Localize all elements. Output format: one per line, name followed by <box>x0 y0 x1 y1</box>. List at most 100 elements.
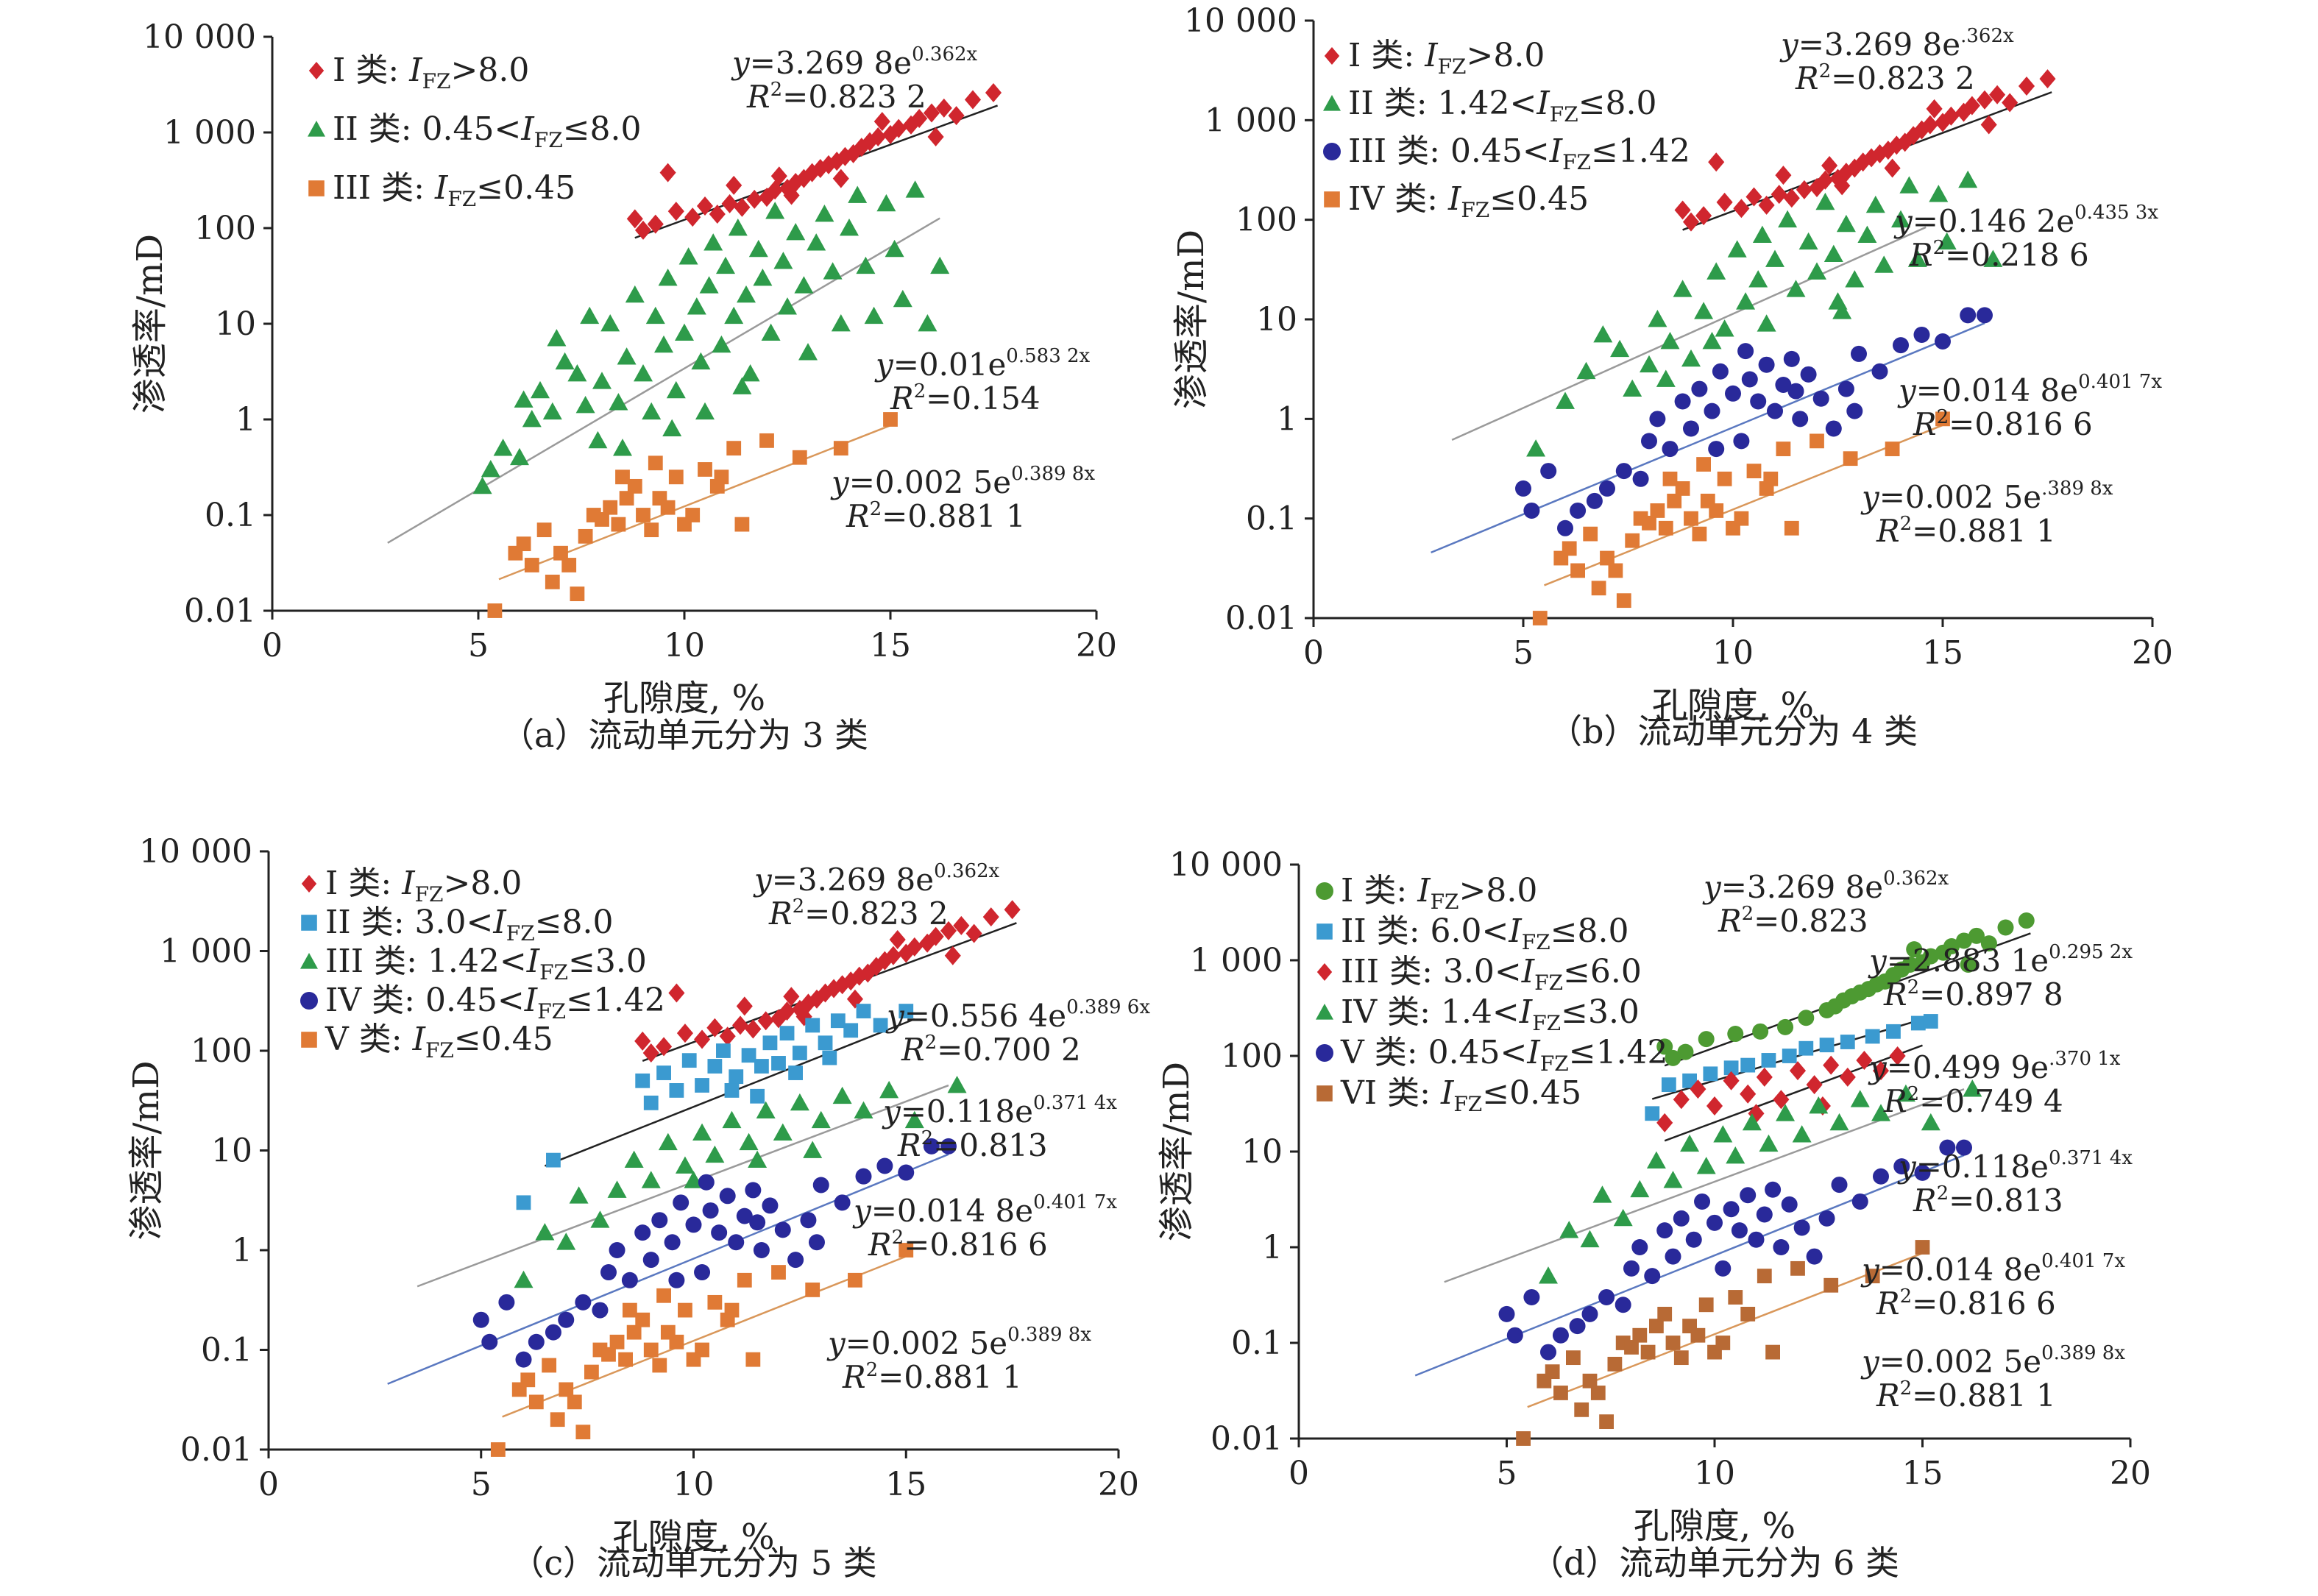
data-point <box>1649 1319 1664 1334</box>
data-point <box>580 306 600 324</box>
data-point <box>1821 156 1838 176</box>
data-point <box>634 1224 651 1241</box>
data-point <box>595 512 609 527</box>
legend-label-condition: >8.0 <box>443 865 522 902</box>
legend-label-variable: I <box>1519 993 1534 1031</box>
equation-rhs: =0.014 8e <box>1916 372 2078 408</box>
data-point <box>1784 520 1799 536</box>
legend-label-variable: I <box>1521 953 1536 990</box>
data-point <box>1656 369 1676 387</box>
series-4-points <box>472 1138 957 1368</box>
data-point <box>545 1324 561 1341</box>
data-point <box>611 517 626 532</box>
data-point <box>516 1195 531 1210</box>
data-point <box>1556 391 1575 409</box>
trendline-series-3 <box>417 1084 949 1288</box>
data-point <box>601 1347 616 1362</box>
data-point <box>2002 93 2018 113</box>
legend-label-condition: ≤0.45 <box>476 169 575 207</box>
data-point <box>625 285 645 303</box>
legend-label-condition: ≤0.45 <box>1482 1074 1581 1112</box>
data-point <box>1871 363 1888 380</box>
fit-equation: y=3.269 8e.362x <box>1779 25 2014 63</box>
data-point <box>1758 195 1775 215</box>
data-point <box>1806 1248 1823 1265</box>
data-point <box>1673 1210 1690 1227</box>
data-point <box>1963 1079 1982 1097</box>
data-point <box>1698 1297 1714 1313</box>
data-point <box>1665 1336 1681 1350</box>
data-point <box>1539 1266 1558 1284</box>
data-point <box>668 983 685 1003</box>
data-point <box>728 219 748 236</box>
series-5-points <box>1498 1139 1972 1361</box>
r-squared-symbol: R <box>890 380 914 416</box>
y-tick-label: 100 <box>191 1032 252 1070</box>
data-point <box>948 106 965 126</box>
data-point <box>642 402 662 420</box>
y-tick-label: 0.1 <box>1231 1324 1283 1362</box>
data-point <box>514 390 534 408</box>
data-point <box>1582 1373 1598 1388</box>
fit-r-squared: R2=0.154 <box>890 380 1041 416</box>
data-point <box>535 1223 555 1241</box>
data-point <box>642 1252 659 1269</box>
data-point <box>678 247 698 265</box>
legend-label-condition: ≤8.0 <box>1550 912 1629 950</box>
data-point <box>699 276 719 294</box>
data-point <box>1625 533 1640 548</box>
data-point <box>1708 441 1725 458</box>
data-point <box>1673 1090 1690 1110</box>
data-point <box>794 276 814 294</box>
data-point <box>792 1046 807 1060</box>
legend-entry: II 类: 6.0<IFZ≤8.0 <box>1341 912 1629 954</box>
data-point <box>642 1043 659 1063</box>
data-point <box>1884 158 1901 178</box>
data-point <box>1680 1134 1700 1152</box>
data-point <box>746 189 763 209</box>
data-point <box>647 214 664 234</box>
data-point <box>487 603 503 618</box>
data-point <box>848 185 868 203</box>
data-point <box>1613 1208 1633 1227</box>
fit-r-squared: R2=0.813 <box>1913 1182 2063 1219</box>
data-point <box>1793 1219 1810 1236</box>
data-point <box>546 1152 561 1168</box>
data-point <box>815 205 834 222</box>
data-point <box>1810 433 1824 449</box>
data-point <box>584 1364 599 1380</box>
data-point <box>1776 1104 1796 1121</box>
data-point <box>1552 1327 1569 1344</box>
x-tick-label: 20 <box>1076 627 1117 664</box>
data-point <box>855 1168 872 1185</box>
legend-entry: I 类: IFZ>8.0 <box>333 52 529 93</box>
data-point <box>703 233 723 251</box>
series-6-points <box>1516 1240 1930 1446</box>
data-point <box>1752 1023 1769 1040</box>
data-point <box>1692 526 1707 542</box>
data-point <box>1706 1214 1723 1231</box>
fit-r-squared: R2=0.881 1 <box>846 498 1026 534</box>
data-point <box>676 1024 693 1043</box>
data-point <box>1592 1185 1612 1203</box>
r-squared-symbol: R <box>868 1227 892 1263</box>
data-point <box>1773 1239 1790 1255</box>
series-4-points <box>1532 411 1950 625</box>
fit-r-squared: R2=0.816 6 <box>868 1227 1048 1263</box>
legend-label-variable: I <box>1447 180 1462 218</box>
data-point <box>510 447 529 466</box>
series-1-points <box>1674 69 2056 232</box>
data-point <box>691 352 711 370</box>
data-point <box>1845 270 1865 288</box>
fit-r-squared: R2=0.813 <box>897 1127 1048 1163</box>
data-point <box>658 1132 678 1151</box>
data-point <box>1767 402 1783 419</box>
legend-marker <box>1316 1044 1333 1062</box>
legend-marker <box>1324 191 1340 208</box>
data-point <box>621 1272 638 1288</box>
data-point <box>561 558 577 572</box>
data-point <box>472 476 492 494</box>
r-squared-power: 2 <box>1819 60 1832 82</box>
data-point <box>1642 515 1656 531</box>
data-point <box>694 1029 711 1049</box>
